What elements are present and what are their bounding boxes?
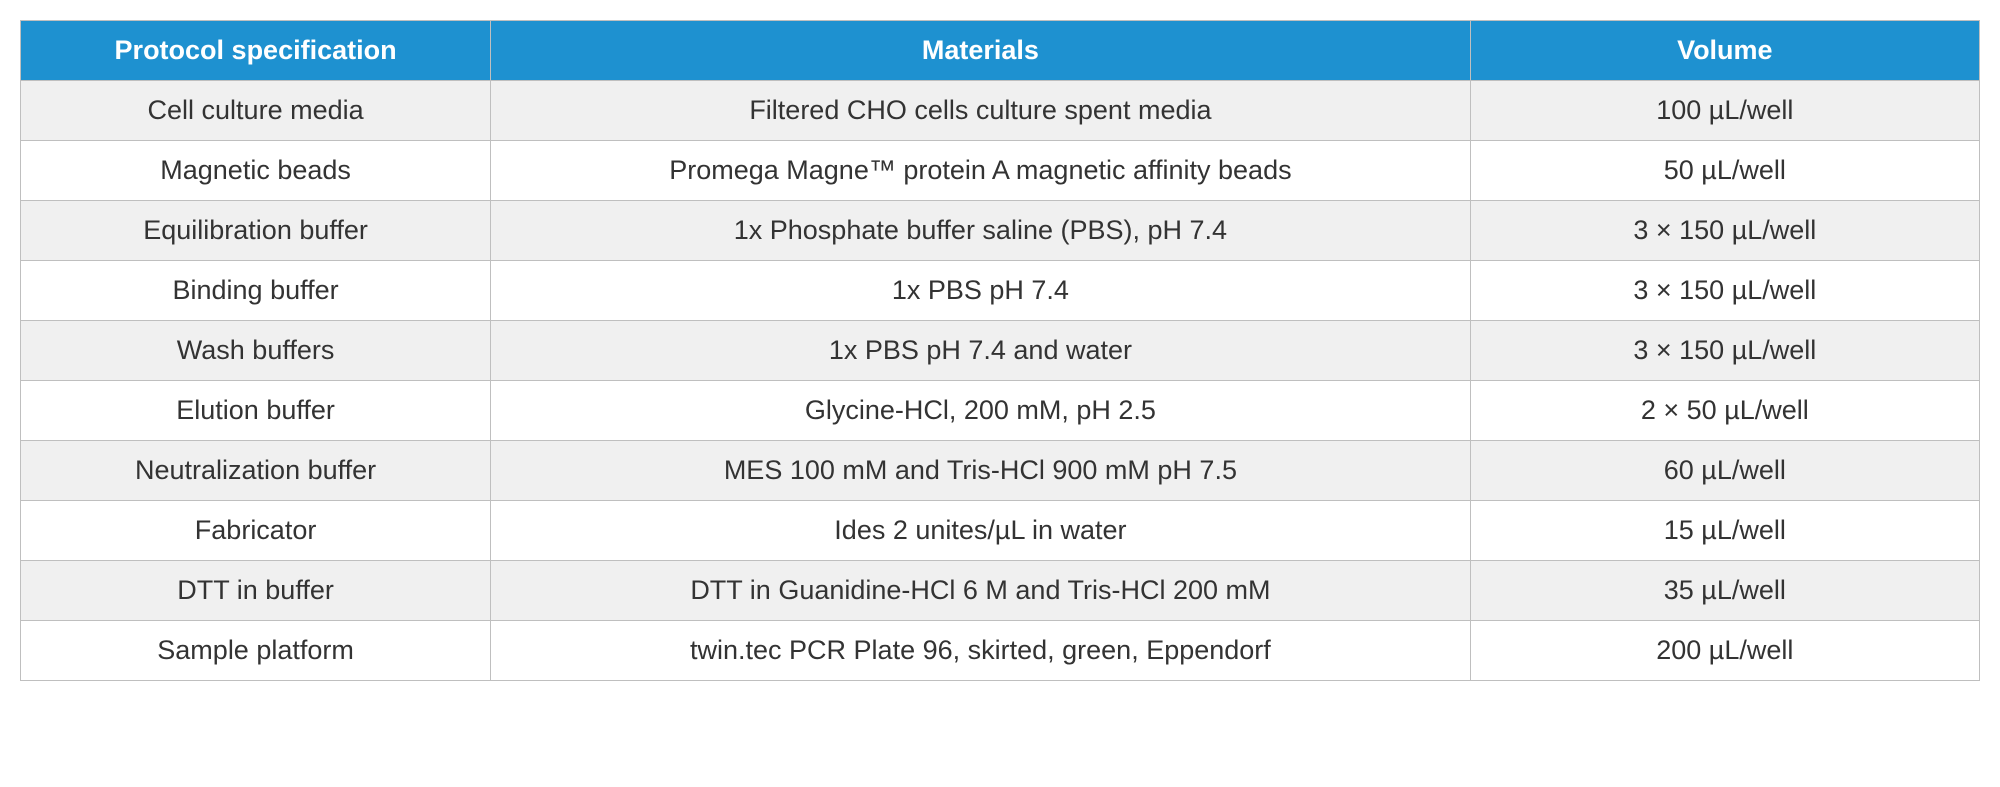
table-row: Elution bufferGlycine-HCl, 200 mM, pH 2.… — [21, 381, 1980, 441]
protocol-table: Protocol specification Materials Volume … — [20, 20, 1980, 681]
cell-materials: 1x PBS pH 7.4 — [491, 261, 1471, 321]
cell-materials: Ides 2 unites/µL in water — [491, 501, 1471, 561]
table-row: Binding buffer1x PBS pH 7.43 × 150 µL/we… — [21, 261, 1980, 321]
table-row: Magnetic beadsPromega Magne™ protein A m… — [21, 141, 1980, 201]
cell-spec: Sample platform — [21, 621, 491, 681]
table-row: DTT in bufferDTT in Guanidine-HCl 6 M an… — [21, 561, 1980, 621]
cell-spec: Equilibration buffer — [21, 201, 491, 261]
cell-volume: 3 × 150 µL/well — [1470, 261, 1979, 321]
table-row: Neutralization bufferMES 100 mM and Tris… — [21, 441, 1980, 501]
cell-materials: twin.tec PCR Plate 96, skirted, green, E… — [491, 621, 1471, 681]
cell-volume: 200 µL/well — [1470, 621, 1979, 681]
cell-materials: MES 100 mM and Tris-HCl 900 mM pH 7.5 — [491, 441, 1471, 501]
table-row: Wash buffers1x PBS pH 7.4 and water3 × 1… — [21, 321, 1980, 381]
table-row: Sample platformtwin.tec PCR Plate 96, sk… — [21, 621, 1980, 681]
cell-volume: 100 µL/well — [1470, 81, 1979, 141]
cell-materials: DTT in Guanidine-HCl 6 M and Tris-HCl 20… — [491, 561, 1471, 621]
cell-spec: Binding buffer — [21, 261, 491, 321]
cell-volume: 50 µL/well — [1470, 141, 1979, 201]
table-header-row: Protocol specification Materials Volume — [21, 21, 1980, 81]
cell-spec: Wash buffers — [21, 321, 491, 381]
cell-materials: Promega Magne™ protein A magnetic affini… — [491, 141, 1471, 201]
cell-spec: Cell culture media — [21, 81, 491, 141]
table-body: Cell culture mediaFiltered CHO cells cul… — [21, 81, 1980, 681]
cell-volume: 3 × 150 µL/well — [1470, 321, 1979, 381]
table-row: Cell culture mediaFiltered CHO cells cul… — [21, 81, 1980, 141]
cell-spec: Elution buffer — [21, 381, 491, 441]
protocol-table-container: Protocol specification Materials Volume … — [20, 20, 1980, 681]
cell-spec: Magnetic beads — [21, 141, 491, 201]
column-header-spec: Protocol specification — [21, 21, 491, 81]
cell-materials: 1x Phosphate buffer saline (PBS), pH 7.4 — [491, 201, 1471, 261]
cell-volume: 35 µL/well — [1470, 561, 1979, 621]
cell-materials: 1x PBS pH 7.4 and water — [491, 321, 1471, 381]
cell-volume: 15 µL/well — [1470, 501, 1979, 561]
table-row: Equilibration buffer1x Phosphate buffer … — [21, 201, 1980, 261]
cell-materials: Glycine-HCl, 200 mM, pH 2.5 — [491, 381, 1471, 441]
column-header-volume: Volume — [1470, 21, 1979, 81]
column-header-materials: Materials — [491, 21, 1471, 81]
cell-volume: 3 × 150 µL/well — [1470, 201, 1979, 261]
cell-spec: Neutralization buffer — [21, 441, 491, 501]
cell-volume: 60 µL/well — [1470, 441, 1979, 501]
cell-volume: 2 × 50 µL/well — [1470, 381, 1979, 441]
table-row: FabricatorIdes 2 unites/µL in water15 µL… — [21, 501, 1980, 561]
cell-spec: Fabricator — [21, 501, 491, 561]
table-header: Protocol specification Materials Volume — [21, 21, 1980, 81]
cell-spec: DTT in buffer — [21, 561, 491, 621]
cell-materials: Filtered CHO cells culture spent media — [491, 81, 1471, 141]
